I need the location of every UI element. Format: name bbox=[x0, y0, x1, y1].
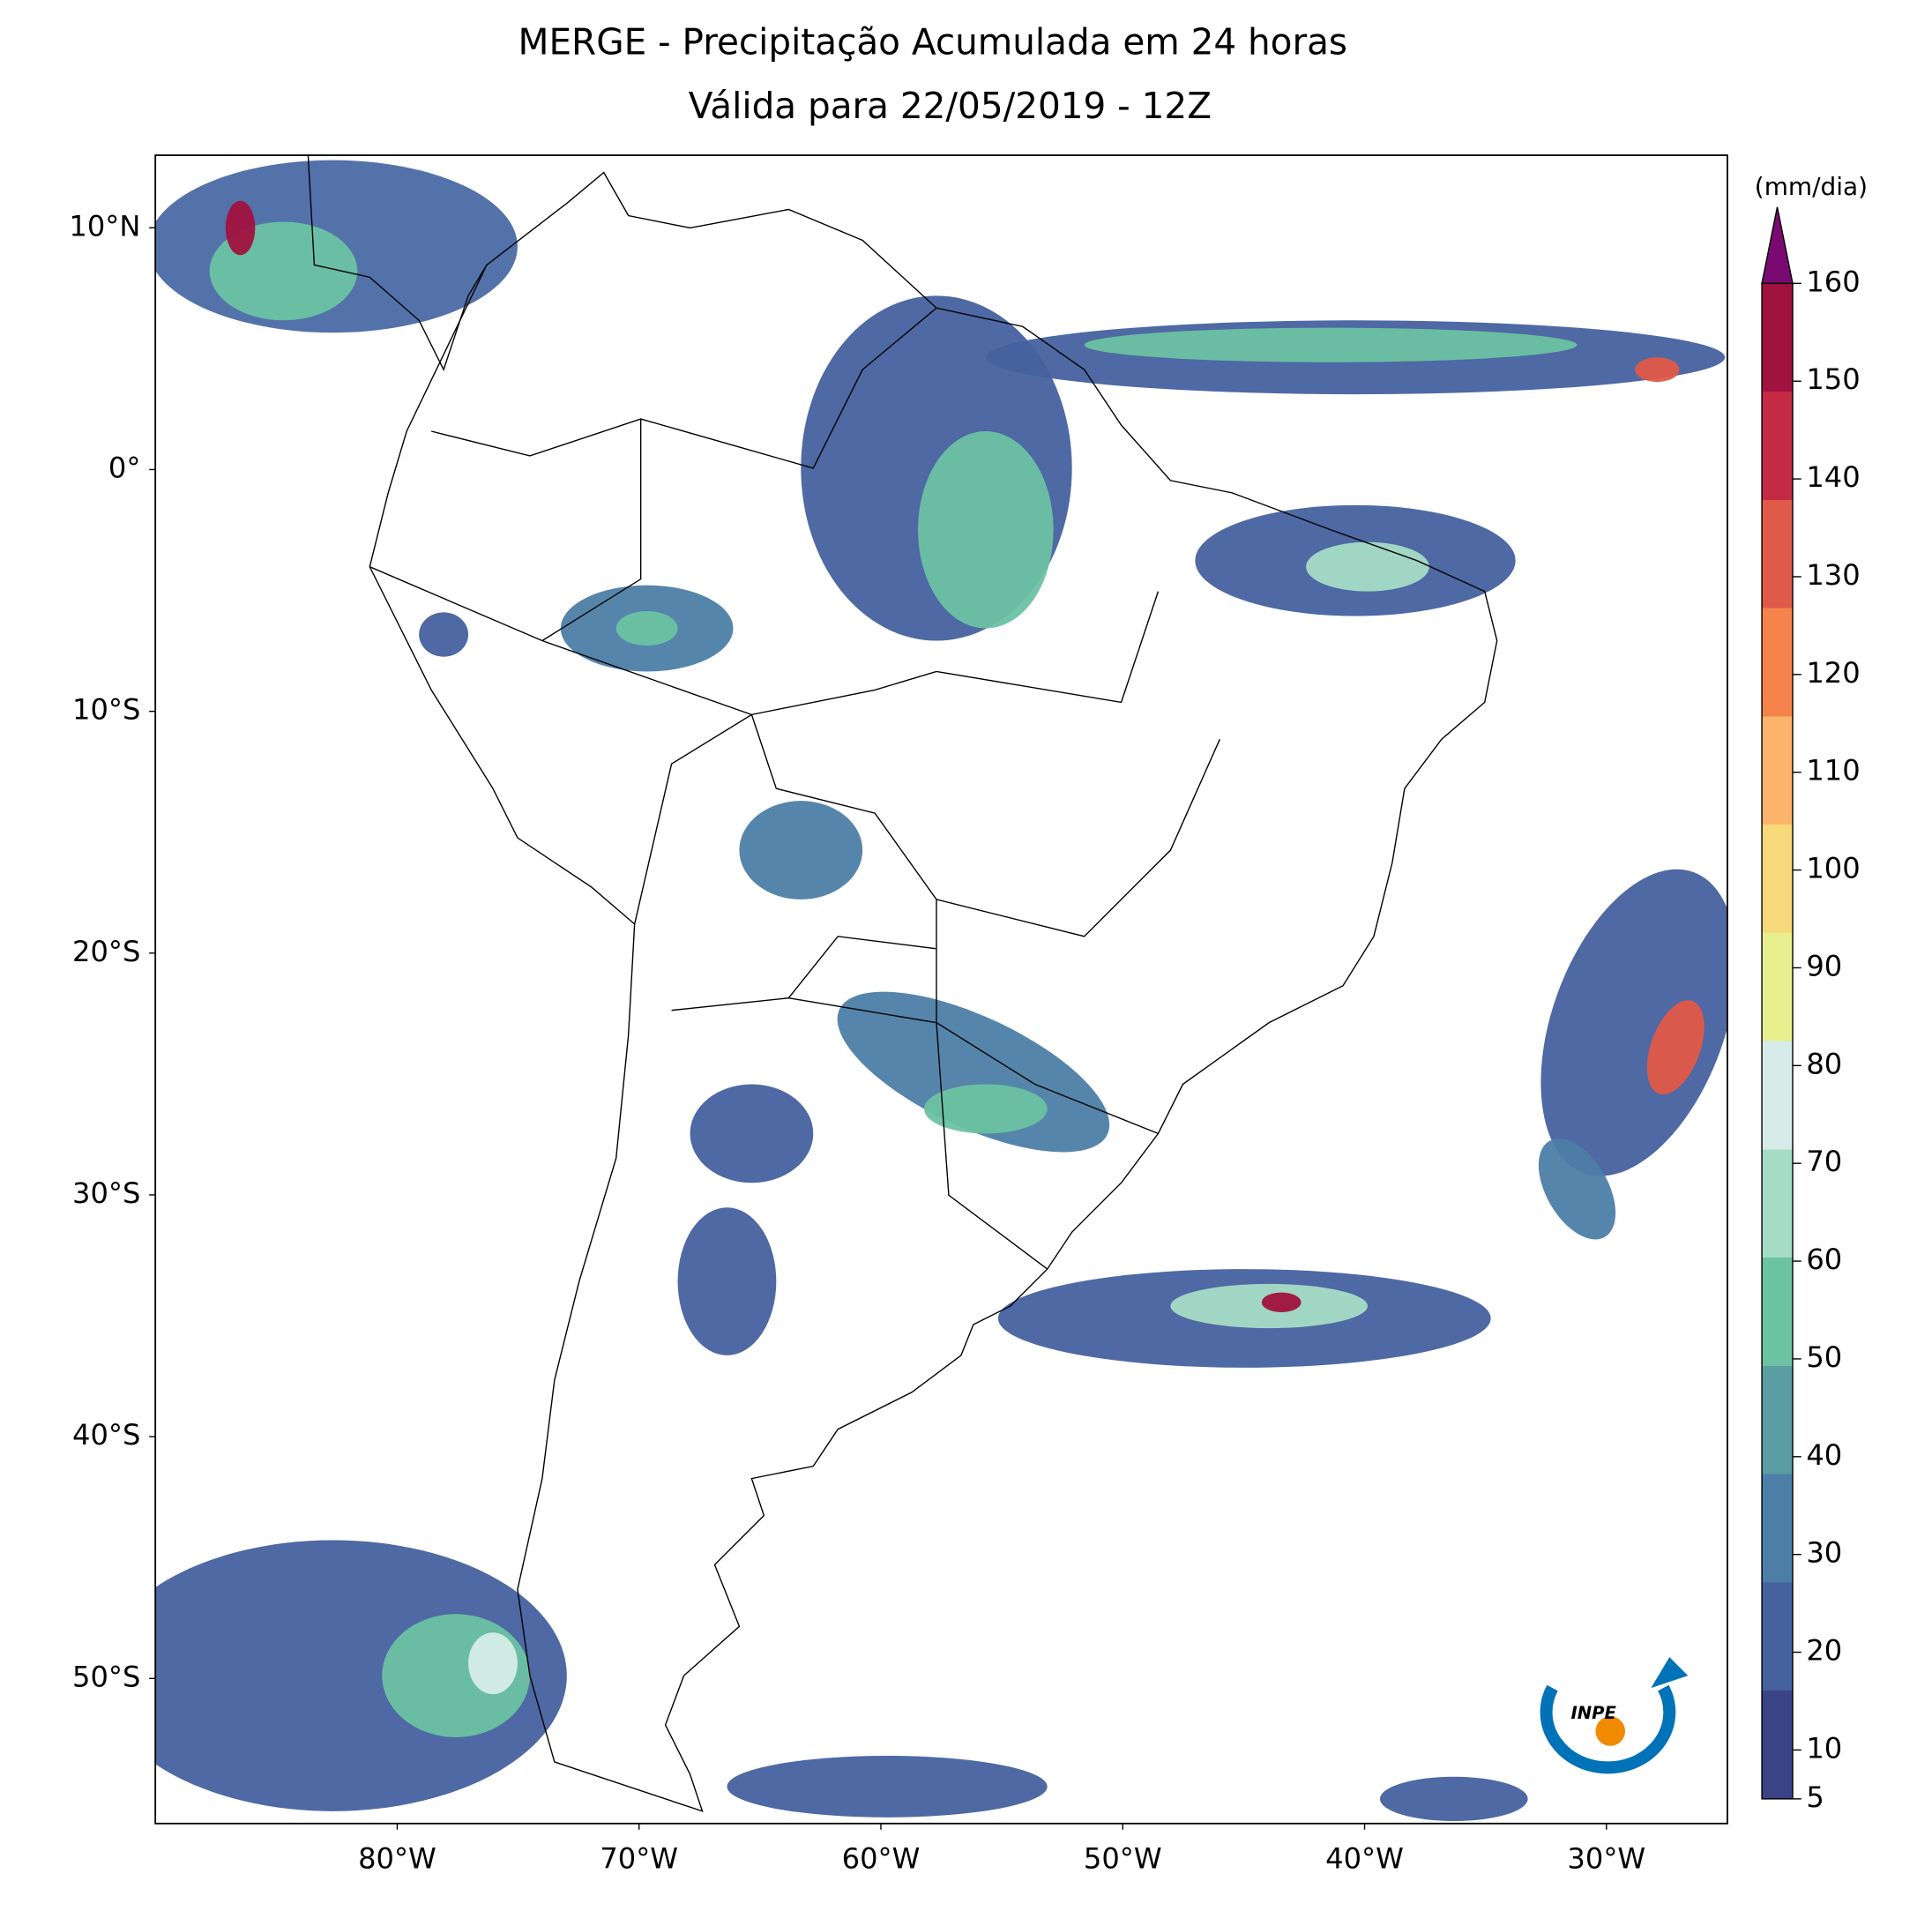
colorbar-extend bbox=[1761, 206, 1794, 285]
colorbar-tick-label: 10 bbox=[1806, 1731, 1842, 1765]
map-area bbox=[155, 155, 1727, 1822]
y-tick-label: 0° bbox=[108, 451, 141, 484]
colorbar-tick-label: 160 bbox=[1806, 265, 1860, 298]
precipitation bbox=[155, 160, 1727, 1822]
logo-text: INPE bbox=[1571, 1703, 1617, 1723]
x-tick-label: 60°W bbox=[842, 1842, 921, 1876]
x-tick-label: 70°W bbox=[600, 1842, 678, 1876]
colorbar-tick-label: 80 bbox=[1806, 1047, 1842, 1080]
colorbar-tick-label: 5 bbox=[1806, 1780, 1824, 1814]
title: MERGE - Precipitação Acumulada em 24 hor… bbox=[518, 20, 1347, 63]
colorbar-tick-label: 100 bbox=[1806, 852, 1860, 885]
x-tick-label: 40°W bbox=[1325, 1842, 1404, 1876]
x-tick-label: 30°W bbox=[1567, 1842, 1645, 1876]
south-america-outline bbox=[369, 171, 1498, 1812]
y-tick-label: 10°N bbox=[69, 209, 140, 243]
borders bbox=[369, 307, 1220, 1270]
y-tick-label: 20°S bbox=[72, 935, 140, 968]
subtitle: Válida para 22/05/2019 - 12Z bbox=[689, 85, 1212, 127]
y-tick-label: 40°S bbox=[72, 1418, 140, 1452]
colorbar-tick-label: 30 bbox=[1806, 1536, 1842, 1570]
central-america-outline bbox=[307, 155, 488, 371]
y-tick-label: 30°S bbox=[72, 1176, 140, 1210]
inpe-logo: INPE bbox=[1540, 1657, 1689, 1774]
colorbar-tick-label: 90 bbox=[1806, 949, 1842, 982]
colorbar-tick-label: 130 bbox=[1806, 558, 1860, 592]
x-tick-label: 80°W bbox=[358, 1842, 436, 1876]
colorbar-tick-label: 150 bbox=[1806, 362, 1860, 396]
y-tick-label: 50°S bbox=[72, 1660, 140, 1693]
colorbar-tick-label: 70 bbox=[1806, 1145, 1842, 1178]
colorbar-label: (mm/dia) bbox=[1755, 172, 1868, 201]
map-frame bbox=[154, 154, 1728, 1825]
y-tick-label: 10°S bbox=[72, 693, 140, 727]
coastlines bbox=[307, 155, 1498, 1812]
colorbar-tick-label: 60 bbox=[1806, 1243, 1842, 1276]
colorbar-tick-label: 140 bbox=[1806, 460, 1860, 494]
colorbar-tick-label: 110 bbox=[1806, 754, 1860, 788]
colorbar-tick-label: 20 bbox=[1806, 1634, 1842, 1668]
colorbar-tick-label: 40 bbox=[1806, 1438, 1842, 1472]
colorbar-tick-label: 50 bbox=[1806, 1340, 1842, 1374]
colorbar-tick-label: 120 bbox=[1806, 656, 1860, 690]
colorbar bbox=[1761, 282, 1794, 1800]
x-tick-label: 50°W bbox=[1084, 1842, 1162, 1876]
